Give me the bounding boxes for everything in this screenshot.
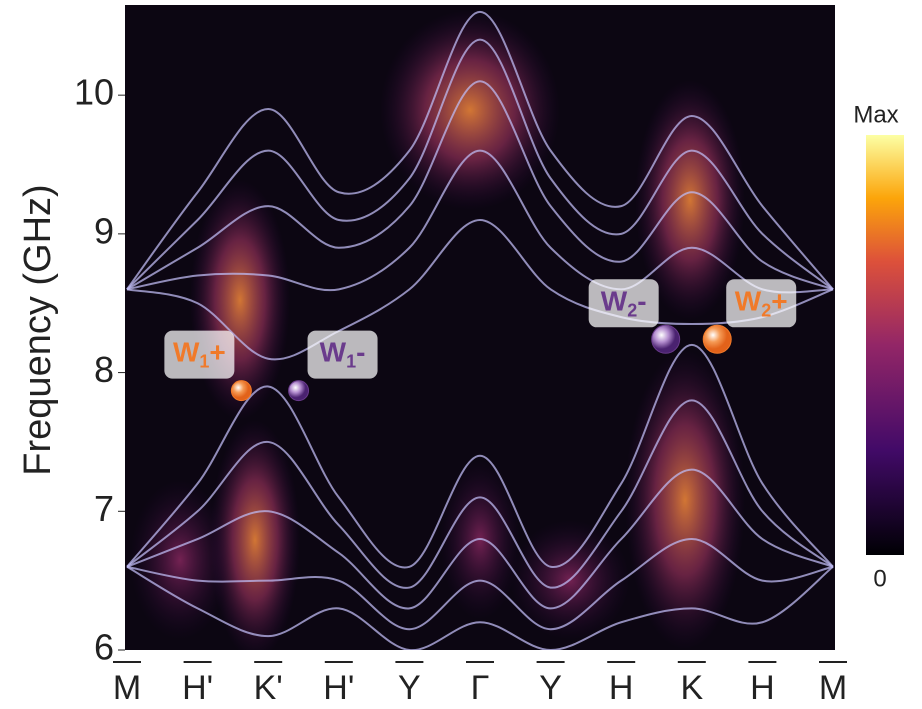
weyl-label: W1+ — [173, 337, 226, 371]
x-tick-label: H' — [323, 669, 354, 707]
colorbar-max-label: Max — [853, 101, 898, 128]
band-line — [126, 538, 834, 631]
heatmap — [126, 10, 834, 650]
weyl-label: W1- — [320, 337, 366, 371]
band-line — [126, 399, 834, 589]
weyl-point — [230, 380, 252, 402]
y-tick-label: 9 — [94, 210, 114, 251]
x-tick-label: H — [609, 669, 634, 707]
weyl-label-part: W — [320, 337, 347, 368]
weyl-label-part: - — [356, 337, 365, 368]
band-line — [126, 149, 834, 294]
weyl-label-part: - — [637, 286, 646, 317]
band-line — [126, 80, 834, 291]
x-tick-label: K' — [254, 669, 283, 707]
x-tick-label: K — [680, 669, 703, 707]
x-tick-label: Γ — [471, 669, 490, 707]
x-tick-label: Y — [539, 669, 562, 707]
colorbar-min-label: 0 — [873, 565, 886, 592]
weyl-label-part: W — [601, 286, 628, 317]
weyl-point — [702, 324, 732, 354]
weyl-label: W2+ — [735, 286, 788, 320]
band-line — [126, 10, 834, 291]
label-box — [164, 330, 235, 379]
weyl-label-part: W — [735, 286, 762, 317]
weyl-point — [288, 380, 310, 402]
weyl-point — [651, 324, 681, 354]
x-tick-label: H — [750, 669, 775, 707]
band-line — [126, 38, 834, 291]
band-line — [126, 468, 834, 610]
weyl-label-part: W — [173, 337, 200, 368]
weyl-label-part: + — [771, 286, 787, 317]
y-axis-label: Frequency (GHz) — [17, 184, 59, 475]
band-line — [126, 343, 834, 569]
band-line — [126, 565, 834, 650]
x-tick-label: M — [819, 669, 847, 707]
y-tick-label: 10 — [74, 72, 114, 113]
x-tick-label: Y — [398, 669, 421, 707]
label-box — [307, 330, 378, 379]
y-tick-label: 7 — [94, 488, 114, 529]
weyl-label-part: 1 — [199, 351, 209, 371]
x-tick-label: H' — [182, 669, 213, 707]
weyl-label-part: 1 — [346, 351, 356, 371]
y-tick-label: 8 — [94, 349, 114, 390]
label-box — [726, 279, 797, 328]
weyl-label-part: 2 — [627, 300, 637, 320]
y-tick-label: 6 — [94, 627, 114, 668]
weyl-label-part: 2 — [761, 300, 771, 320]
weyl-label-part: + — [209, 337, 225, 368]
band-line — [126, 218, 834, 361]
x-tick-label: M — [113, 669, 141, 707]
colorbar — [866, 135, 904, 555]
weyl-label: W2- — [601, 286, 647, 320]
label-box — [588, 279, 659, 328]
